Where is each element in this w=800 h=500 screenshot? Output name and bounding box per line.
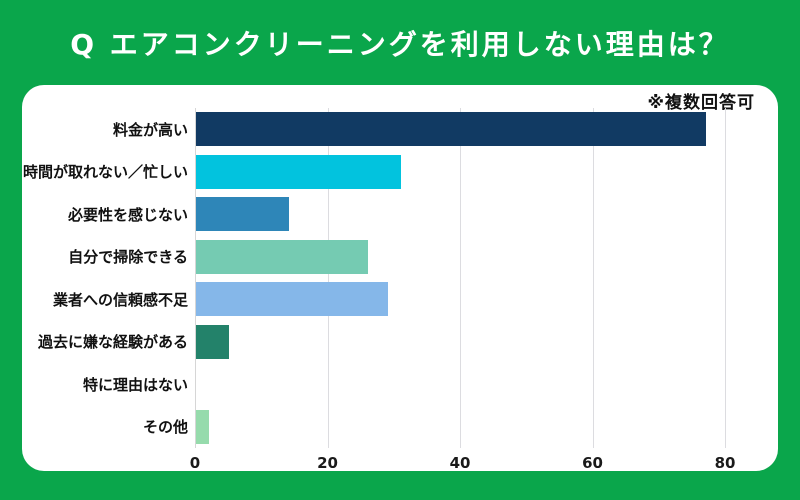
x-tick-label: 40 bbox=[449, 454, 471, 472]
x-tick-label: 0 bbox=[189, 454, 201, 472]
bar-chart: 料金が高い時間が取れない／忙しい必要性を感じない 自分で掃除できる業者への信頼感不… bbox=[22, 108, 778, 474]
x-tick-label: 60 bbox=[582, 454, 603, 472]
category-label: 必要性を感じない bbox=[67, 205, 188, 224]
category-label: 特に理由はない bbox=[82, 375, 188, 394]
bar bbox=[196, 154, 402, 189]
x-tick-label: 80 bbox=[714, 454, 736, 472]
category-label: 料金が高い bbox=[112, 120, 188, 139]
x-tick-label: 20 bbox=[317, 454, 338, 472]
category-label: 時間が取れない／忙しい bbox=[22, 163, 188, 182]
bar bbox=[196, 197, 289, 231]
category-labels: 料金が高い時間が取れない／忙しい必要性を感じない 自分で掃除できる業者への信頼感不… bbox=[22, 108, 188, 448]
gridline bbox=[592, 108, 594, 448]
bar bbox=[196, 409, 210, 444]
x-axis-ticks: 0 20 40 60 80 bbox=[190, 454, 778, 474]
page-title: Q エアコンクリーニングを利用しない理由は？ bbox=[70, 27, 730, 61]
plot-area bbox=[195, 108, 778, 448]
gridline bbox=[460, 108, 461, 448]
bar bbox=[196, 112, 707, 146]
category-label: 自分で掃除できる bbox=[68, 248, 188, 267]
gridline bbox=[195, 108, 196, 448]
multiple-answers-note: ※複数回答可 bbox=[647, 93, 755, 113]
bar bbox=[196, 324, 230, 359]
category-label: その他 bbox=[142, 418, 188, 437]
chart-card: ※複数回答可 料金が高い時間が取れない／忙しい必要性を感じない 自分で掃除できる業… bbox=[22, 85, 778, 474]
gridline bbox=[725, 108, 726, 448]
category-label: 過去に嫌な経験がある bbox=[37, 333, 188, 352]
gridline bbox=[327, 108, 329, 448]
category-label: 業者への信頼感不足 bbox=[52, 290, 188, 309]
bar bbox=[196, 282, 389, 316]
bar bbox=[196, 239, 369, 274]
